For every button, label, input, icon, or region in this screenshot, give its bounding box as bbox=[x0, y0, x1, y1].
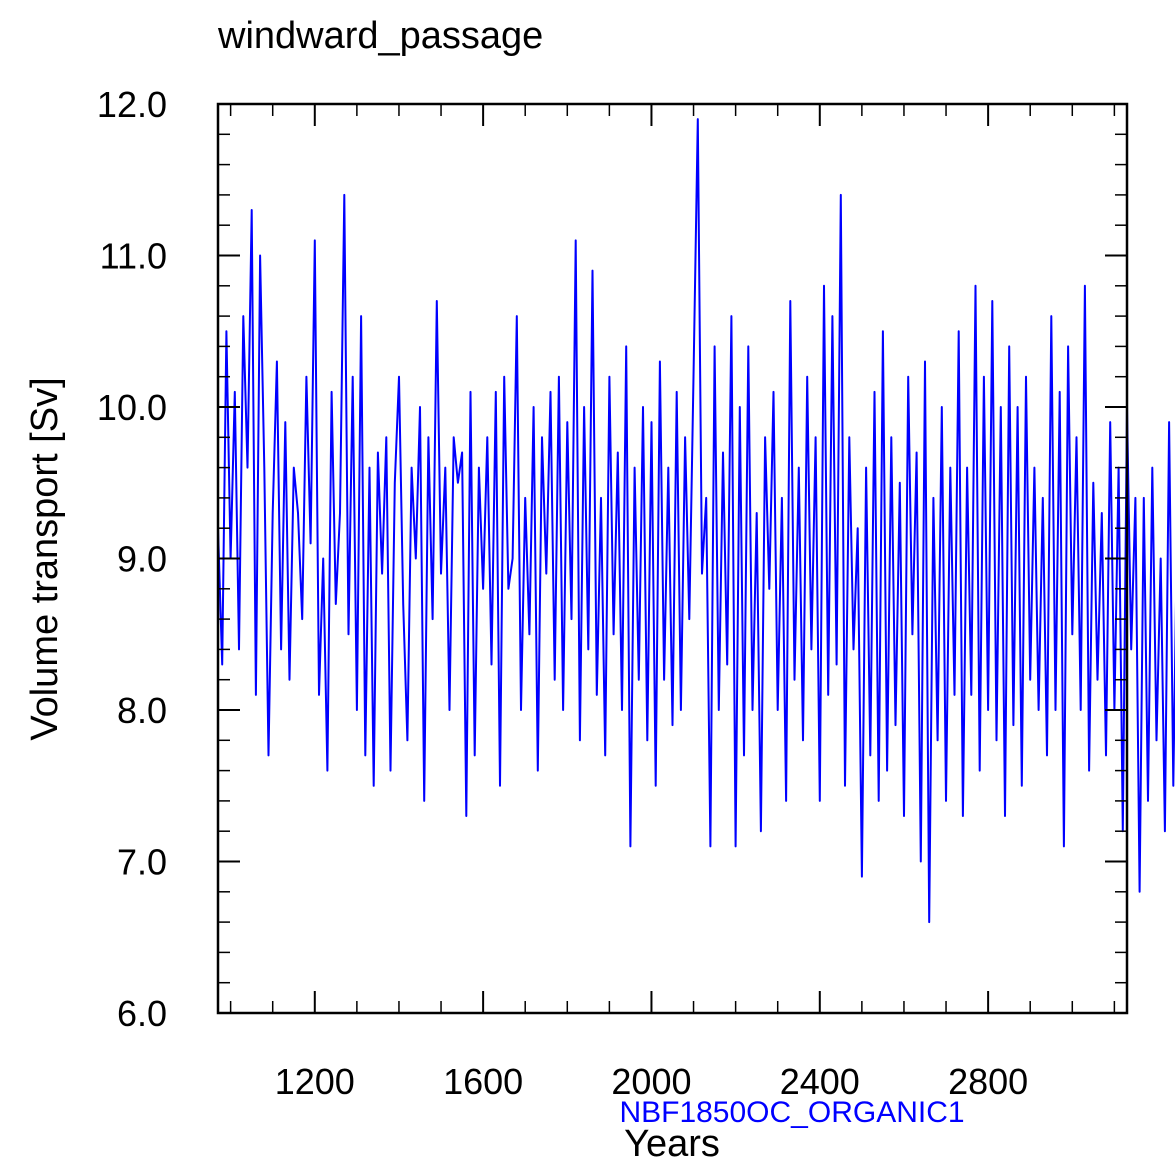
y-tick-label: 9.0 bbox=[117, 539, 167, 580]
y-tick-label: 12.0 bbox=[97, 84, 167, 125]
x-axis-label: Years bbox=[624, 1123, 720, 1165]
y-tick-label: 6.0 bbox=[117, 993, 167, 1034]
x-tick-label: 2000 bbox=[611, 1061, 691, 1102]
x-tick-label: 1200 bbox=[275, 1061, 355, 1102]
chart-title: windward_passage bbox=[217, 15, 543, 57]
series-label: NBF1850OC_ORGANIC1 bbox=[619, 1096, 964, 1129]
series-layer bbox=[217, 118, 1175, 924]
y-tick-label: 10.0 bbox=[97, 387, 167, 428]
x-tick-label: 1600 bbox=[443, 1061, 523, 1102]
series-line-0 bbox=[217, 118, 1175, 924]
plot-area bbox=[216, 102, 1175, 1015]
y-tick-label: 7.0 bbox=[117, 842, 167, 883]
y-tick-label: 8.0 bbox=[117, 690, 167, 731]
x-axis: 1200 1600 2000 2400 2800 bbox=[229, 104, 1116, 1102]
y-axis-label: Volume transport [Sv] bbox=[24, 377, 66, 740]
y-axis: 6.0 7.0 8.0 9.0 10.0 11.0 12.0 bbox=[97, 84, 1127, 1034]
x-tick-label: 2400 bbox=[780, 1061, 860, 1102]
x-tick-label: 2800 bbox=[948, 1061, 1028, 1102]
y-tick-label: 11.0 bbox=[100, 236, 167, 277]
